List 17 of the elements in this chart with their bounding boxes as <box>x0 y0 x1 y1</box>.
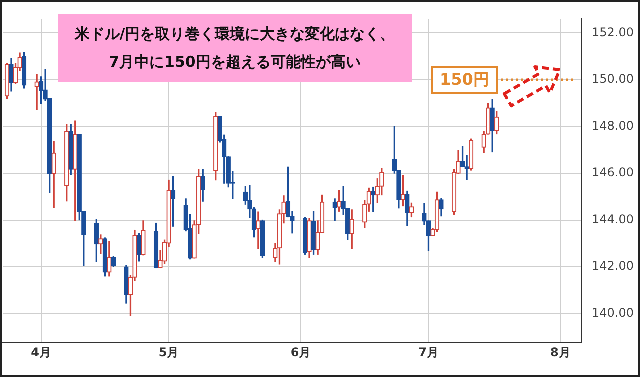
y-tick-label: 148.00 <box>592 118 634 133</box>
y-tick-label: 146.00 <box>592 166 634 180</box>
candlestick <box>34 74 40 110</box>
ref-line-label: 150円 <box>440 70 490 90</box>
x-tick-label: 7月 <box>418 345 439 360</box>
annotation: 米ドル/円を取り巻く環境に大きな変化はなく、 7月中に150円を超える可能性が高い <box>58 14 412 82</box>
candlestick <box>332 198 338 222</box>
y-tick-label: 142.00 <box>592 259 634 274</box>
x-tick-label: 4月 <box>31 345 52 360</box>
y-tick-label: 150.00 <box>592 72 634 86</box>
candlestick <box>256 212 261 250</box>
x-tick-label: 6月 <box>290 345 312 360</box>
x-tick-label: 5月 <box>158 345 180 360</box>
y-tick-label: 144.00 <box>592 212 634 226</box>
x-tick-label: 8月 <box>550 345 571 360</box>
y-tick-label: 140.00 <box>592 306 634 320</box>
y-tick-label: 152.00 <box>592 25 634 40</box>
